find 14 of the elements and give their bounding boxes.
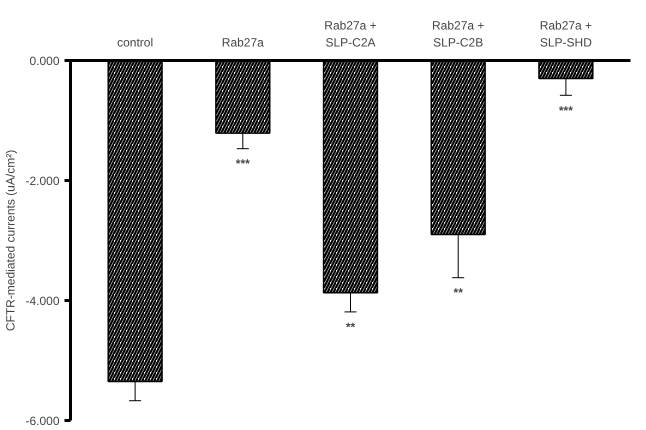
annotation: **: [346, 320, 356, 334]
x-tick-label: Rab27a + SLP-C2B: [432, 18, 484, 50]
annotation: **: [454, 286, 464, 300]
x-tick-label: Rab27a: [222, 36, 264, 50]
annotation: ***: [236, 156, 250, 171]
y-axis-title: CFTR-mediated currents (uA/cm²): [3, 150, 18, 332]
y-tick-label: -4.000: [25, 294, 60, 308]
y-tick-label: -6.000: [25, 414, 60, 428]
x-tick-label: Rab27a + SLP-C2A: [324, 18, 377, 50]
x-tick-label: control: [117, 36, 154, 50]
x-tick-label: Rab27a + SLP-SHD: [540, 18, 592, 50]
annotation: ***: [558, 103, 574, 118]
y-tick-label: -2.000: [25, 174, 60, 188]
y-tick-label: 0.000: [29, 54, 60, 68]
